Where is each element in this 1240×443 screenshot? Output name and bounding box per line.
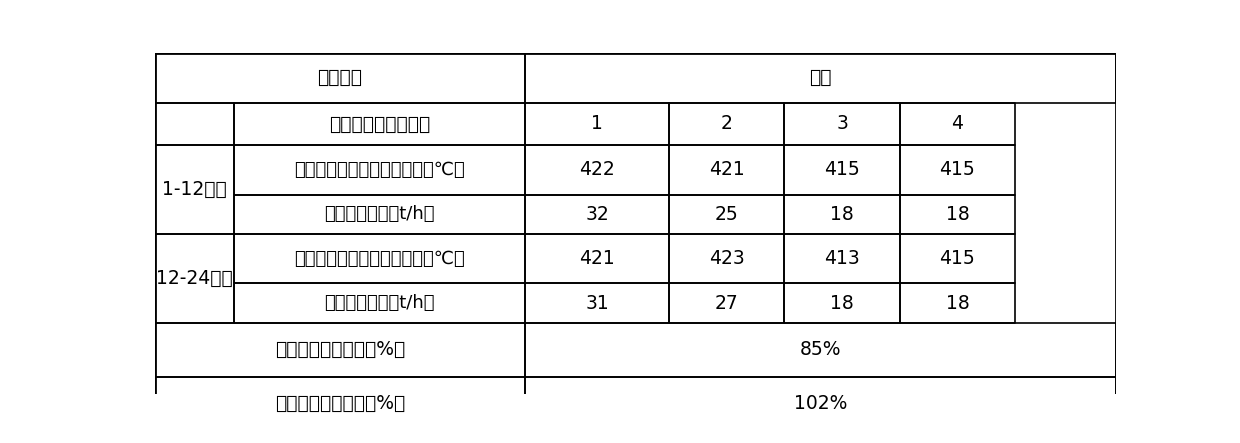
Text: 18: 18 (831, 205, 854, 224)
Text: 12-24月份: 12-24月份 (156, 269, 233, 288)
Text: 421: 421 (709, 160, 745, 179)
Text: 各拿热腔对应列管平均温度（℃）: 各拿热腔对应列管平均温度（℃） (294, 250, 465, 268)
Text: 介质平均流量（t/h）: 介质平均流量（t/h） (324, 294, 435, 312)
Text: 3: 3 (836, 114, 848, 133)
Text: 熶盐: 熶盐 (810, 68, 832, 87)
Text: 25: 25 (715, 205, 739, 224)
Text: 27: 27 (715, 294, 739, 312)
Text: 18: 18 (946, 294, 970, 312)
Text: 各拿热腔对应列管平均温度（℃）: 各拿热腔对应列管平均温度（℃） (294, 161, 465, 179)
Text: 1: 1 (591, 114, 603, 133)
Text: 421: 421 (579, 249, 615, 268)
Text: 顺酉平均质量收率（%）: 顺酉平均质量收率（%） (275, 394, 405, 413)
Text: 85%: 85% (800, 340, 841, 359)
Text: 32: 32 (585, 205, 609, 224)
Text: 415: 415 (825, 160, 861, 179)
Text: 1-12月份: 1-12月份 (162, 180, 227, 199)
Text: 415: 415 (940, 160, 976, 179)
Text: 正丁烷平均转化率（%）: 正丁烷平均转化率（%） (275, 340, 405, 359)
Text: 拿热介质: 拿热介质 (317, 68, 362, 87)
Text: 102%: 102% (794, 394, 847, 413)
Text: 2: 2 (720, 114, 733, 133)
Text: 介质平均流量（t/h）: 介质平均流量（t/h） (324, 206, 435, 223)
Text: 415: 415 (940, 249, 976, 268)
Text: 18: 18 (946, 205, 970, 224)
Text: 18: 18 (831, 294, 854, 312)
Text: 423: 423 (709, 249, 745, 268)
Text: 拿热腔（自下至上）: 拿热腔（自下至上） (329, 114, 430, 133)
Text: 413: 413 (825, 249, 861, 268)
Text: 31: 31 (585, 294, 609, 312)
Text: 4: 4 (951, 114, 963, 133)
Text: 422: 422 (579, 160, 615, 179)
